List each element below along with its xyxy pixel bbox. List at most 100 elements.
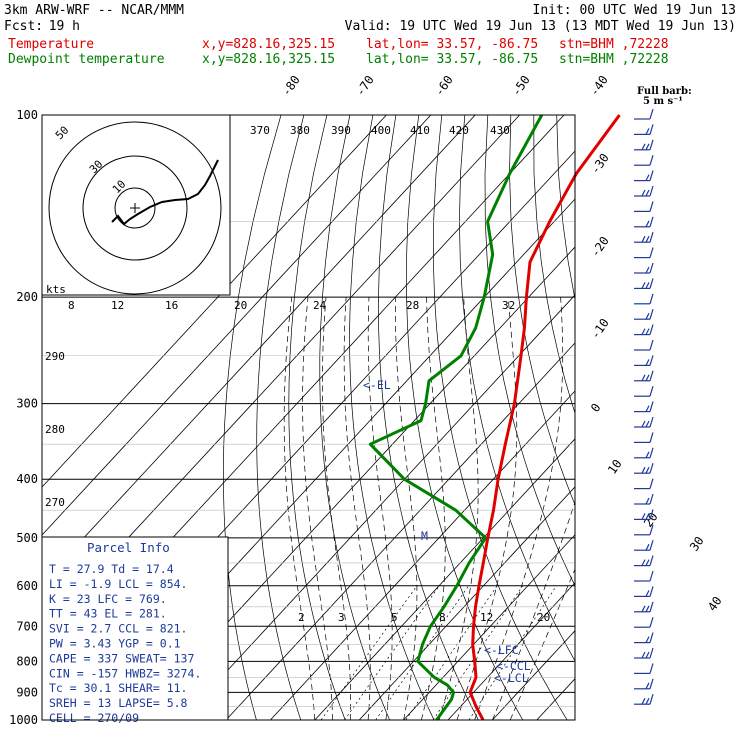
wind-barb-flag: [641, 235, 646, 243]
wind-barb-flag: [645, 235, 650, 243]
wind-barb-flag: [641, 374, 646, 382]
moist-adiabat: [509, 568, 575, 720]
m-marker: M: [421, 529, 428, 543]
legend-temperature-station: stn=BHM ,72228: [559, 37, 669, 52]
dry-adiabat: [509, 115, 575, 506]
wind-barb-flag: [649, 632, 654, 643]
isotherm-label: 30: [687, 534, 707, 554]
parcel-info-row: LI = -1.9 LCL = 854.: [49, 577, 187, 591]
wind-barb-flag: [649, 694, 654, 705]
wind-barb-flag: [649, 370, 654, 381]
hodograph-frame: [41, 114, 231, 296]
dry-adiabat: [649, 115, 740, 720]
isotherm: [181, 294, 575, 720]
hodograph-speed-tick: 32: [502, 299, 515, 312]
dry-adiabat: [718, 115, 740, 720]
wind-barb-flag: [645, 220, 650, 228]
wind-barb-flag: [649, 416, 654, 428]
isotherm-label: -10: [588, 316, 612, 342]
parcel-info-row: SVI = 2.7 CCL = 821.: [49, 622, 187, 636]
theta-label: 370: [250, 124, 270, 137]
parcel-info-panel: Parcel Info T = 27.9 Td = 17.4LI = -1.9 …: [41, 536, 229, 725]
theta-label: 290: [45, 350, 65, 363]
wind-barb-flag: [649, 447, 654, 458]
dry-adiabat: [406, 115, 524, 720]
parcel-info-row: CELL = 270/09: [49, 711, 139, 725]
dry-adiabat: [556, 115, 575, 301]
temperature-trace: [468, 114, 621, 721]
wind-barb-flag: [645, 590, 650, 597]
legend-dewpoint-station: stn=BHM ,72228: [559, 52, 669, 67]
hodograph-ring-10: [114, 187, 156, 229]
theta-label: 400: [371, 124, 391, 137]
parcel-info-row: K = 23 LFC = 769.: [49, 592, 167, 606]
dry-adiabat: [459, 115, 575, 662]
isotherm: [492, 630, 575, 720]
mixing-ratio-label: 5: [391, 611, 398, 624]
isotherm-label: 20: [641, 510, 661, 530]
wind-barb-flag: [645, 466, 650, 474]
dry-adiabat: [533, 115, 575, 415]
isotherm: [42, 115, 432, 536]
wind-barb-flag: [645, 682, 650, 690]
wind-barb-flag: [649, 339, 654, 351]
wind-barb-flag: [641, 420, 646, 428]
moist-adiabat: [302, 297, 333, 720]
hodograph-speed-tick: 24: [313, 299, 327, 312]
init-time: Init: 00 UTC Wed 19 Jun 13: [533, 3, 737, 18]
hodograph-ring-50: [48, 121, 222, 295]
hodograph-speed-tick: 16: [165, 299, 178, 312]
moist-adiabat: [343, 297, 371, 720]
hodograph-trace: [111, 159, 219, 226]
pressure-label-800: 800: [16, 654, 38, 668]
moist-adiabat: [421, 297, 446, 720]
wind-barb-flag: [649, 355, 654, 366]
hodograph-speed-tick: 28: [406, 299, 419, 312]
wind-barb-flag: [649, 647, 654, 659]
dewpoint-trace: [368, 114, 544, 721]
dry-adiabat: [695, 115, 740, 720]
parcel-info-row: PW = 3.43 YGP = 0.1: [49, 637, 181, 651]
moist-adiabat: [395, 297, 418, 720]
isotherm: [225, 342, 575, 720]
wind-barb-flag: [649, 216, 654, 227]
isotherm-label: 0: [588, 401, 604, 415]
wind-barb-flag: [649, 570, 654, 582]
hodograph-speed-tick: 12: [111, 299, 124, 312]
wind-barb-flag: [649, 493, 654, 505]
lfc-marker: <-LFC: [484, 643, 519, 657]
dry-adiabat: [256, 115, 305, 720]
isotherm: [403, 534, 575, 720]
wind-barb-flag: [645, 513, 650, 520]
wind-barb-flag: [641, 143, 646, 151]
parcel-info-row: TT = 43 EL = 281.: [49, 607, 167, 621]
wind-barb-flag: [649, 601, 654, 612]
wind-barb-flag: [645, 497, 650, 505]
pressure-label-1000: 1000: [9, 713, 38, 727]
parcel-info-row: SREH = 13 LAPSE= 5.8: [49, 696, 188, 710]
plot-frame: [41, 114, 576, 721]
wind-barb-flag: [645, 605, 650, 613]
isotherm: [581, 115, 740, 720]
dry-adiabat: [626, 115, 740, 720]
mixing-ratio-line: [468, 585, 557, 720]
pressure-label-900: 900: [16, 685, 38, 699]
model-title: 3km ARW-WRF -- NCAR/MMM: [4, 3, 184, 18]
legend-temperature: Temperature: [8, 37, 94, 52]
wind-barb-flag: [649, 201, 654, 212]
mixing-ratio-label: 20: [537, 611, 550, 624]
forecast-hour: 19 h: [49, 19, 80, 34]
wind-barb-flag: [649, 524, 654, 535]
wind-barb-flag: [645, 312, 650, 320]
hodograph-speed-tick: 20: [234, 299, 247, 312]
isotherm-label: 10: [605, 457, 625, 477]
wind-barbs: Full barb: 5 m s⁻¹: [634, 86, 692, 705]
isotherm: [270, 390, 575, 720]
barb-key-line1: Full barb:: [637, 86, 692, 97]
barb-key-line2: 5 m s⁻¹: [643, 96, 683, 107]
wind-barb-flag: [645, 697, 650, 705]
isotherm: [314, 438, 575, 720]
wind-barb-flag: [645, 128, 650, 135]
wind-barb-flag: [649, 324, 654, 335]
